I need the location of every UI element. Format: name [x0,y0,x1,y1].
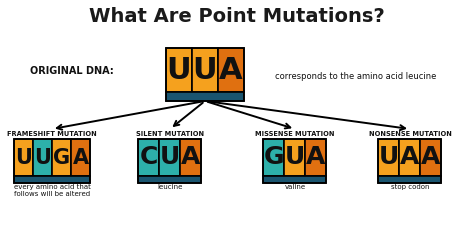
Text: U: U [193,55,217,85]
Bar [218,48,244,92]
Text: What Are Point Mutations?: What Are Point Mutations? [89,7,385,26]
Text: U: U [167,55,191,85]
Text: FRAMESHIFT MUTATION: FRAMESHIFT MUTATION [7,131,97,137]
Bar [166,92,244,101]
Text: NONSENSE MUTATION: NONSENSE MUTATION [369,131,451,137]
Bar [379,176,441,183]
Bar [33,139,52,176]
Bar [264,176,327,183]
Text: C: C [140,146,158,169]
Bar [420,139,441,176]
Text: leucine: leucine [157,184,182,190]
Text: A: A [182,146,201,169]
Text: every amino acid that
follows will be altered: every amino acid that follows will be al… [14,184,91,197]
Text: U: U [34,147,51,168]
Text: U: U [285,146,305,169]
Text: G: G [264,146,284,169]
Text: ORIGINAL DNA:: ORIGINAL DNA: [30,66,114,76]
Bar [138,139,159,176]
Text: A: A [306,146,326,169]
Bar [14,139,90,183]
Text: U: U [160,146,180,169]
Bar [52,139,71,176]
Bar [181,139,201,176]
Text: stop codon: stop codon [391,184,429,190]
Bar [166,48,244,101]
Bar [400,139,420,176]
Text: U: U [15,147,32,168]
Text: valine: valine [284,184,306,190]
Bar [379,139,441,183]
Text: MISSENSE MUTATION: MISSENSE MUTATION [255,131,335,137]
Bar [14,176,90,183]
Text: A: A [401,146,419,169]
Bar [192,48,218,92]
Bar [138,176,201,183]
Bar [264,139,327,183]
Text: A: A [73,147,89,168]
Text: SILENT MUTATION: SILENT MUTATION [136,131,204,137]
Bar [379,139,400,176]
Text: A: A [421,146,441,169]
Bar [14,139,33,176]
Bar [71,139,90,176]
Text: G: G [53,147,70,168]
Text: corresponds to the amino acid leucine: corresponds to the amino acid leucine [275,71,437,81]
Text: A: A [219,55,243,85]
Text: U: U [379,146,399,169]
Bar [284,139,306,176]
Bar [306,139,327,176]
Bar [138,139,201,183]
Bar [159,139,181,176]
Bar [166,48,192,92]
Bar [264,139,284,176]
